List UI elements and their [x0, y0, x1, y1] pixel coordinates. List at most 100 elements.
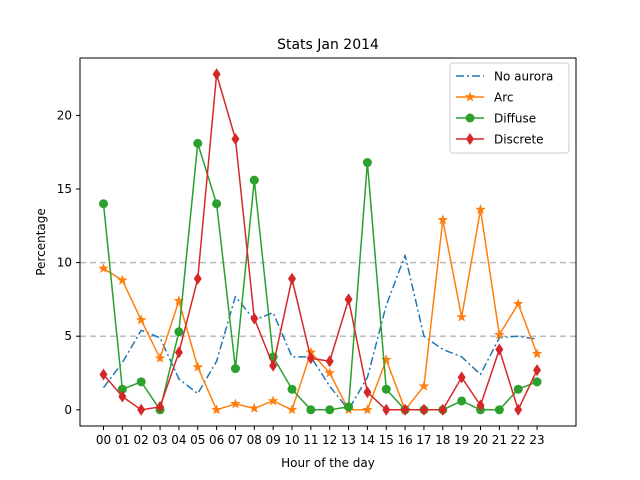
- y-tick-label: 15: [57, 182, 72, 196]
- data-point: [250, 312, 259, 325]
- series-line: [102, 73, 538, 411]
- x-tick-label: 02: [134, 433, 149, 447]
- x-tick-label: 12: [322, 433, 337, 447]
- x-tick-label: 07: [228, 433, 243, 447]
- x-tick-label: 23: [529, 433, 544, 447]
- x-tick-label: 10: [284, 433, 299, 447]
- data-point: [135, 314, 147, 325]
- x-tick-label: 14: [360, 433, 375, 447]
- x-tick-label: 21: [492, 433, 507, 447]
- x-tick-label: 15: [379, 433, 394, 447]
- x-tick-label: 11: [303, 433, 318, 447]
- data-point: [249, 402, 260, 413]
- data-point: [306, 352, 315, 365]
- data-point: [531, 348, 543, 359]
- x-tick-label: 05: [190, 433, 205, 447]
- legend-entry: No aurora: [456, 70, 553, 84]
- series-line: [103, 208, 538, 411]
- data-point: [437, 214, 449, 225]
- legend-marker: [465, 113, 475, 123]
- legend-marker: [464, 91, 476, 102]
- data-point: [267, 395, 279, 406]
- data-point: [193, 138, 203, 148]
- data-point: [362, 404, 373, 415]
- data-point: [533, 364, 542, 377]
- legend-box: [449, 62, 570, 154]
- legend-label: Diffuse: [494, 112, 536, 126]
- x-tick-label: 17: [416, 433, 431, 447]
- data-point: [381, 354, 392, 365]
- x-tick-label: 09: [266, 433, 281, 447]
- x-tick-label: 19: [454, 433, 469, 447]
- data-point: [230, 398, 241, 409]
- data-point: [286, 404, 298, 415]
- data-point: [117, 384, 127, 394]
- data-point: [419, 403, 428, 416]
- x-tick-label: 16: [397, 433, 412, 447]
- data-point: [325, 405, 335, 415]
- data-point: [344, 293, 353, 306]
- data-point: [494, 329, 505, 340]
- data-point: [305, 346, 317, 357]
- y-tick-label: 10: [57, 256, 72, 270]
- y-tick-label: 20: [57, 108, 72, 122]
- data-point: [211, 404, 222, 415]
- y-tick-label: 0: [64, 403, 72, 417]
- data-point: [212, 199, 222, 209]
- series-no-aurora: [102, 254, 538, 411]
- x-tick-label: 13: [341, 433, 356, 447]
- series-line: [102, 254, 538, 411]
- data-point: [324, 367, 335, 378]
- data-point: [457, 396, 467, 406]
- legend: No aurora Arc Diffuse Discrete: [449, 62, 570, 154]
- data-point: [306, 405, 316, 415]
- data-point: [154, 352, 166, 363]
- chart-title: Stats Jan 2014: [277, 37, 379, 53]
- x-tick-label: 00: [96, 433, 111, 447]
- data-point: [173, 295, 185, 306]
- data-point: [193, 272, 202, 285]
- data-point: [382, 403, 391, 416]
- data-point: [438, 403, 447, 416]
- data-point: [287, 384, 297, 394]
- data-point: [456, 311, 467, 322]
- x-tick-label: 20: [473, 433, 488, 447]
- data-point: [363, 386, 372, 399]
- data-point: [98, 263, 109, 273]
- data-point: [99, 368, 108, 381]
- legend-entry: Discrete: [456, 133, 544, 147]
- data-point: [118, 390, 127, 403]
- data-point: [381, 384, 391, 394]
- x-tick-label: 08: [247, 433, 262, 447]
- data-point: [325, 355, 334, 368]
- data-point: [136, 377, 146, 387]
- data-point: [117, 274, 128, 285]
- x-tick-label: 18: [435, 433, 450, 447]
- data-point: [362, 158, 372, 168]
- plot-frame: [79, 57, 577, 427]
- x-axis-label: Hour of the day: [281, 456, 375, 470]
- data-point: [288, 272, 296, 285]
- data-point: [230, 364, 240, 374]
- data-point: [174, 346, 183, 359]
- data-point: [401, 403, 410, 416]
- y-tick-label: 5: [64, 329, 72, 343]
- data-point: [475, 204, 486, 215]
- legend-label: Discrete: [494, 133, 544, 147]
- legend-label: Arc: [494, 91, 513, 105]
- x-tick-label: 03: [152, 433, 167, 447]
- data-point: [457, 371, 466, 384]
- data-point: [494, 405, 504, 415]
- x-tick-label: 22: [511, 433, 526, 447]
- legend-marker: [466, 133, 474, 145]
- data-point: [249, 175, 259, 185]
- legend-entry: Diffuse: [456, 112, 536, 126]
- x-tick-label: 01: [115, 433, 130, 447]
- data-point: [212, 68, 221, 81]
- data-point: [156, 400, 165, 413]
- series-discrete: [99, 68, 542, 416]
- data-point: [476, 399, 485, 412]
- data-point: [513, 384, 523, 394]
- data-point: [512, 298, 524, 309]
